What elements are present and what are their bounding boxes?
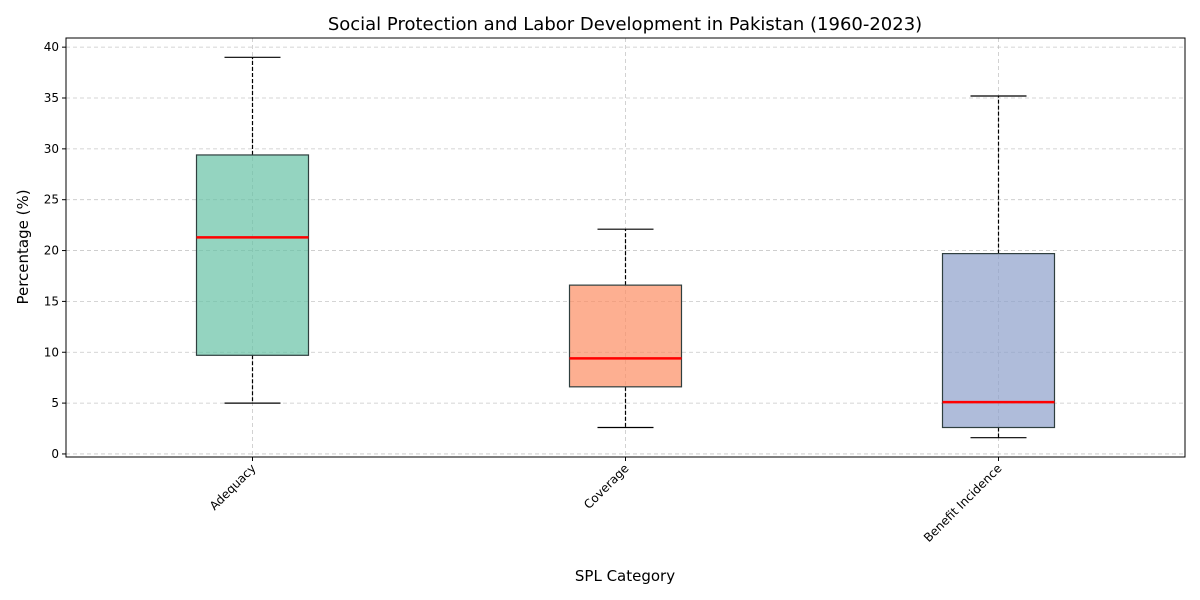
y-tick-label: 0 [51,447,59,461]
x-axis-label: SPL Category [575,567,675,585]
x-tick-label: Benefit Incidence [921,461,1005,545]
x-tick-label: Coverage [581,461,632,512]
y-tick-label: 25 [44,193,59,207]
box-benefit-incidence [941,95,1056,439]
y-axis-label: Percentage (%) [14,189,32,304]
chart-title: Social Protection and Labor Development … [328,14,922,35]
y-tick-label: 10 [44,345,59,359]
y-axis-ticks: 0 5 10 15 20 25 30 35 40 [44,40,66,461]
box-iqr [941,253,1056,429]
box-iqr [195,154,310,356]
box-adequacy [195,56,310,404]
y-tick-label: 35 [44,91,59,105]
box-layer [195,56,1056,439]
y-tick-label: 20 [44,244,59,258]
box-iqr [568,284,683,388]
y-tick-label: 5 [51,396,59,410]
x-tick-label: Adequacy [207,461,259,513]
y-tick-label: 30 [44,142,59,156]
y-tick-label: 15 [44,294,59,308]
x-axis-ticks: Adequacy Coverage Benefit Incidence [207,457,1005,545]
y-tick-label: 40 [44,40,59,54]
box-coverage [568,228,683,429]
